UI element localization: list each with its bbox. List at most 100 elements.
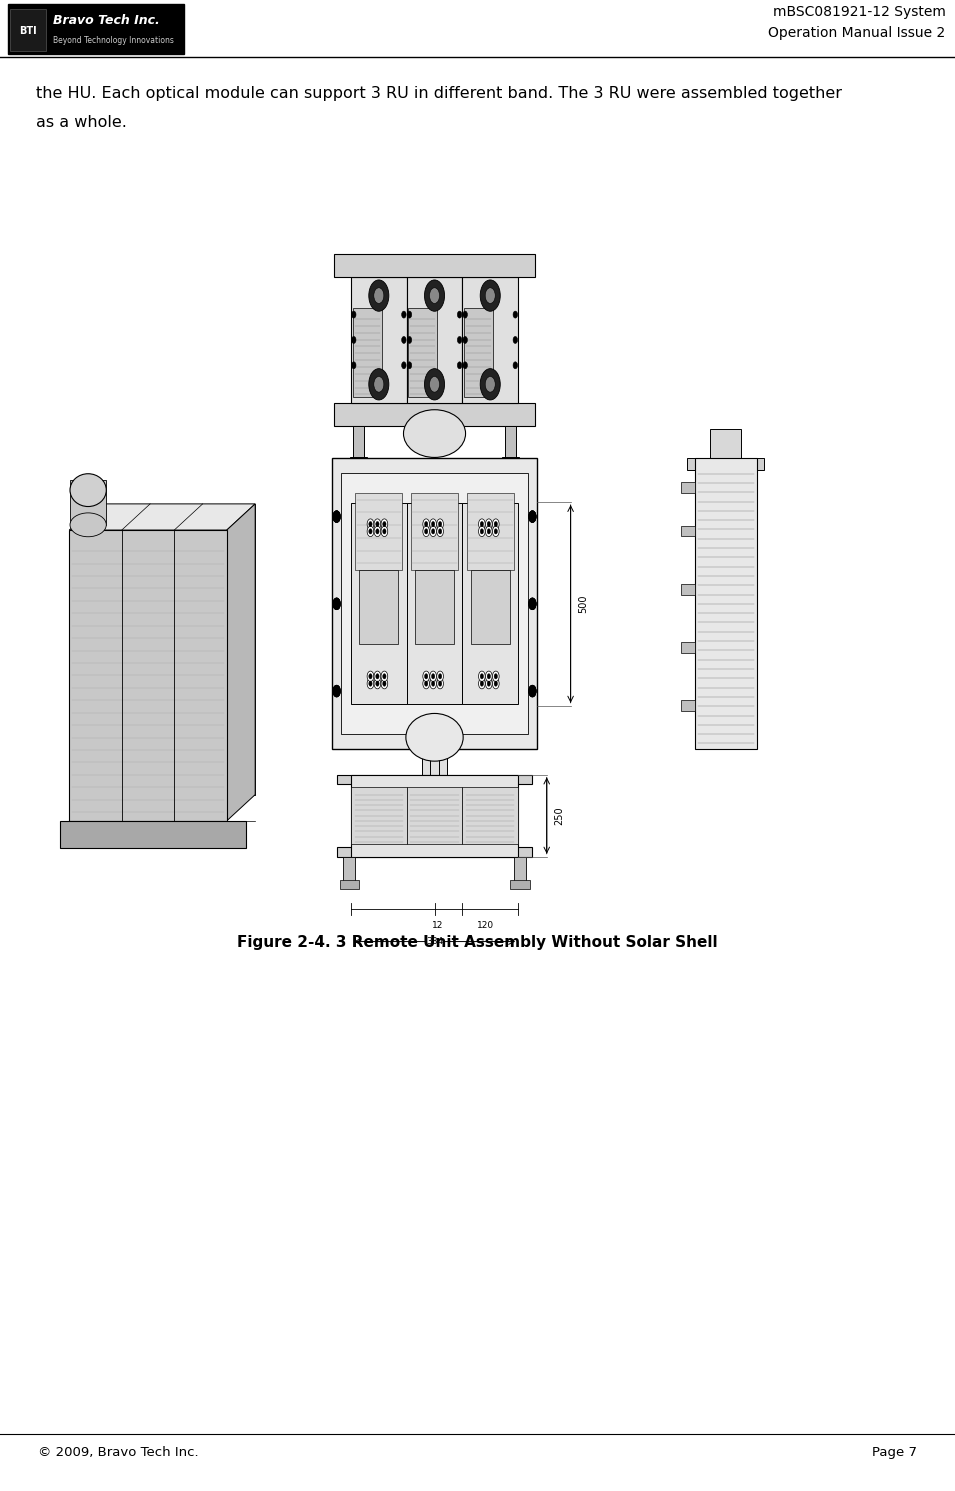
Bar: [334, 403, 536, 426]
Bar: [510, 880, 529, 889]
Bar: [422, 757, 447, 795]
Circle shape: [487, 529, 491, 534]
Circle shape: [485, 376, 496, 392]
Circle shape: [351, 362, 356, 368]
Circle shape: [351, 312, 356, 318]
Circle shape: [494, 529, 498, 534]
Ellipse shape: [70, 513, 106, 537]
Circle shape: [375, 681, 379, 686]
Circle shape: [375, 674, 379, 678]
Circle shape: [369, 522, 372, 526]
Circle shape: [381, 678, 388, 689]
Circle shape: [432, 681, 435, 686]
Bar: [682, 584, 695, 595]
Circle shape: [367, 526, 373, 537]
Circle shape: [493, 678, 499, 689]
Bar: [471, 570, 510, 644]
Ellipse shape: [406, 714, 463, 762]
Circle shape: [494, 674, 498, 678]
Circle shape: [333, 598, 341, 610]
Circle shape: [478, 678, 485, 689]
Circle shape: [367, 671, 373, 681]
Bar: [682, 701, 695, 711]
Bar: [344, 856, 355, 883]
Circle shape: [381, 519, 388, 529]
Circle shape: [478, 671, 485, 681]
Circle shape: [478, 526, 485, 537]
Circle shape: [494, 522, 498, 526]
Circle shape: [425, 681, 428, 686]
Circle shape: [457, 312, 462, 318]
Bar: [59, 822, 246, 848]
Circle shape: [528, 686, 537, 698]
Circle shape: [369, 280, 389, 312]
Circle shape: [383, 681, 386, 686]
Bar: [462, 787, 518, 844]
Polygon shape: [227, 504, 255, 822]
Text: 12: 12: [432, 921, 443, 930]
Circle shape: [383, 674, 386, 678]
Circle shape: [333, 510, 341, 523]
Circle shape: [436, 671, 443, 681]
Circle shape: [528, 510, 537, 523]
Circle shape: [457, 362, 462, 368]
Circle shape: [528, 510, 537, 523]
Circle shape: [487, 674, 491, 678]
Bar: [351, 504, 407, 705]
Circle shape: [423, 678, 430, 689]
Circle shape: [480, 368, 500, 400]
Bar: [407, 504, 462, 705]
Circle shape: [374, 671, 381, 681]
Circle shape: [333, 510, 341, 523]
Polygon shape: [69, 504, 255, 531]
Circle shape: [430, 526, 436, 537]
Bar: [351, 775, 519, 856]
Circle shape: [457, 337, 462, 343]
Text: Bravo Tech Inc.: Bravo Tech Inc.: [53, 15, 159, 27]
Text: © 2009, Bravo Tech Inc.: © 2009, Bravo Tech Inc.: [38, 1446, 199, 1458]
Circle shape: [367, 678, 373, 689]
Circle shape: [438, 681, 442, 686]
Circle shape: [374, 678, 381, 689]
Circle shape: [369, 529, 372, 534]
Circle shape: [374, 526, 381, 537]
Bar: [351, 787, 407, 844]
Circle shape: [487, 522, 491, 526]
Circle shape: [436, 678, 443, 689]
Bar: [337, 847, 533, 856]
Circle shape: [402, 312, 406, 318]
Circle shape: [333, 598, 341, 610]
Circle shape: [425, 529, 428, 534]
Circle shape: [485, 678, 492, 689]
Ellipse shape: [404, 410, 466, 458]
Bar: [350, 458, 368, 468]
Circle shape: [375, 529, 379, 534]
Text: BTI: BTI: [19, 27, 36, 36]
Circle shape: [367, 519, 373, 529]
Bar: [695, 459, 756, 750]
Circle shape: [513, 362, 518, 368]
Text: mBSC081921-12 System: mBSC081921-12 System: [773, 4, 945, 19]
Circle shape: [493, 526, 499, 537]
Circle shape: [425, 674, 428, 678]
Text: 120: 120: [478, 921, 495, 930]
Text: as a whole.: as a whole.: [36, 115, 127, 130]
Circle shape: [463, 337, 467, 343]
Circle shape: [487, 681, 491, 686]
Circle shape: [463, 362, 467, 368]
Circle shape: [407, 337, 412, 343]
Bar: [467, 494, 514, 570]
Bar: [504, 426, 516, 459]
Circle shape: [432, 522, 435, 526]
Polygon shape: [97, 504, 255, 795]
Circle shape: [480, 529, 483, 534]
Circle shape: [423, 671, 430, 681]
Text: Operation Manual Issue 2: Operation Manual Issue 2: [768, 25, 945, 40]
Bar: [682, 643, 695, 653]
Bar: [342, 474, 527, 735]
Bar: [70, 480, 106, 525]
Circle shape: [463, 312, 467, 318]
Circle shape: [480, 681, 483, 686]
Circle shape: [485, 288, 496, 304]
Circle shape: [436, 519, 443, 529]
